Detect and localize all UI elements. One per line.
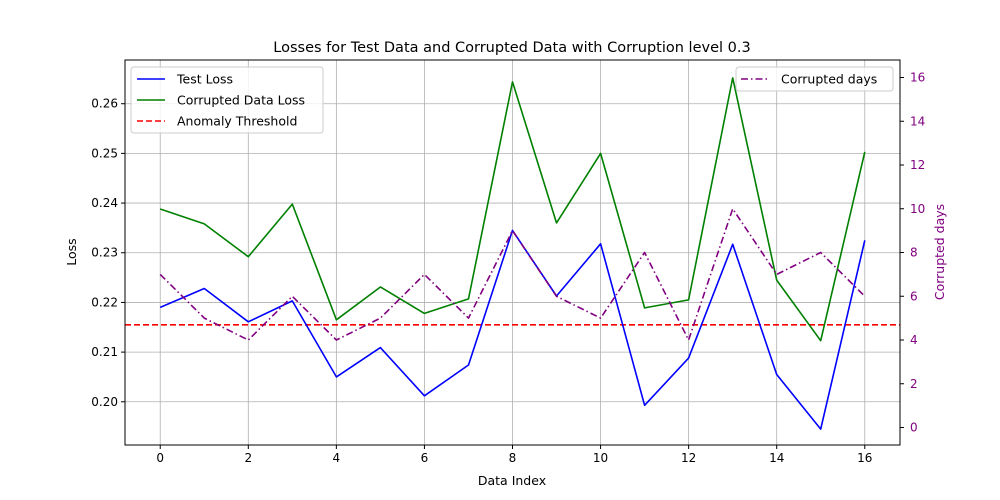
corrupted-days-line [159, 208, 866, 341]
y-axis-left: 0.20 0.21 0.22 0.23 0.24 0.25 0.26 [91, 97, 125, 409]
y2-tick-label: 6 [910, 289, 918, 303]
y2-tick-label: 8 [910, 246, 918, 260]
chart-title: Losses for Test Data and Corrupted Data … [273, 40, 750, 56]
y2-tick-label: 4 [910, 333, 918, 347]
y-axis-label: Loss [64, 238, 79, 265]
y-axis-right: 0 2 4 6 8 10 12 14 16 [900, 71, 925, 435]
y2-tick-label: 12 [910, 158, 925, 172]
x-tick-label: 4 [333, 451, 341, 465]
y-tick-label: 0.26 [91, 97, 118, 111]
y2-tick-label: 10 [910, 202, 925, 216]
x-axis-label: Data Index [478, 473, 546, 488]
legend-left: Test Loss Corrupted Data Loss Anomaly Thre… [130, 66, 324, 134]
y-tick-label: 0.23 [91, 246, 118, 260]
x-tick-label: 16 [857, 451, 872, 465]
y-tick-label: 0.24 [91, 196, 118, 210]
x-tick-label: 6 [421, 451, 429, 465]
y-tick-label: 0.21 [91, 345, 118, 359]
x-axis: 0 2 4 6 8 10 12 14 16 [156, 445, 872, 465]
y2-tick-label: 2 [910, 377, 918, 391]
x-tick-label: 0 [156, 451, 164, 465]
legend-right: Corrupted days [735, 66, 894, 92]
legend-label: Anomaly Threshold [177, 114, 297, 129]
legend-left-box [130, 66, 324, 134]
x-tick-label: 14 [769, 451, 784, 465]
y2-tick-label: 16 [910, 71, 925, 85]
y2-axis-label: Corrupted days [932, 204, 947, 300]
series-lines [125, 77, 900, 430]
y2-tick-label: 14 [910, 114, 925, 128]
x-tick-label: 12 [681, 451, 696, 465]
test-loss-line [159, 229, 866, 430]
y-tick-label: 0.20 [91, 395, 118, 409]
legend-right-box [735, 66, 894, 92]
legend-label: Corrupted Data Loss [177, 93, 305, 108]
y-tick-label: 0.25 [91, 146, 118, 160]
x-tick-label: 2 [244, 451, 252, 465]
y2-tick-label: 0 [910, 421, 918, 435]
y-tick-label: 0.22 [91, 295, 118, 309]
x-tick-label: 8 [509, 451, 517, 465]
corrupted-data-loss-line [159, 77, 866, 342]
legend-label: Corrupted days [781, 72, 877, 87]
x-tick-label: 10 [593, 451, 608, 465]
legend-label: Test Loss [176, 72, 233, 87]
